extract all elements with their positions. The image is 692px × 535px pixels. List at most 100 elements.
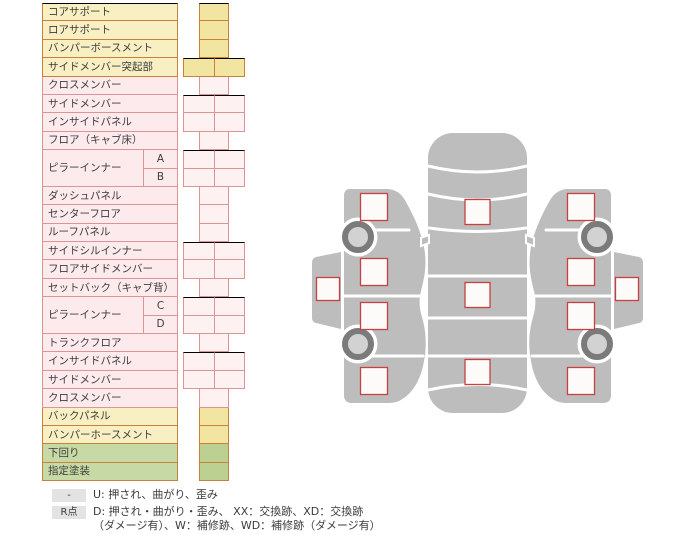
damage-markers: [315, 192, 640, 396]
left-side-view-damage-marker[interactable]: [359, 366, 389, 396]
part-label: ロアサポート: [48, 24, 111, 37]
check-row: [183, 3, 245, 22]
right-side-view-damage-marker[interactable]: [566, 257, 596, 287]
legend-badge-u: -: [52, 489, 86, 502]
check-cell[interactable]: [199, 205, 229, 224]
check-cell[interactable]: [199, 186, 229, 206]
check-row: [183, 94, 245, 114]
part-label: インサイドパネル: [48, 116, 132, 129]
check-cell[interactable]: [199, 389, 229, 408]
check-cell[interactable]: [199, 334, 229, 353]
right-side-view-damage-marker[interactable]: [566, 192, 596, 222]
check-cell[interactable]: [214, 352, 245, 371]
check-cell[interactable]: [199, 278, 229, 298]
check-cell[interactable]: [183, 94, 214, 114]
check-row: [183, 260, 245, 279]
check-grid: [183, 3, 245, 482]
check-cell[interactable]: [183, 113, 214, 132]
pillar-section-label: D: [156, 318, 165, 331]
check-cell[interactable]: [183, 168, 214, 187]
top-view-damage-marker[interactable]: [464, 281, 491, 309]
check-cell[interactable]: [183, 297, 214, 316]
check-cell[interactable]: [214, 94, 245, 114]
check-cell[interactable]: [214, 168, 245, 187]
legend-text-r: D: 押され・曲がり・歪み、 XX：交換跡、XD：交換跡 （ダメージ有）、W：補…: [93, 505, 381, 534]
check-row: [183, 113, 245, 132]
check-cell[interactable]: [214, 370, 245, 390]
check-cell[interactable]: [214, 260, 245, 279]
check-cell[interactable]: [199, 425, 229, 445]
check-cell[interactable]: [214, 113, 245, 132]
check-cell[interactable]: [183, 352, 214, 371]
right-side-view-damage-marker[interactable]: [614, 276, 640, 302]
check-cell[interactable]: [199, 3, 229, 22]
check-cell[interactable]: [214, 297, 245, 316]
part-row: ピラーインナー A B: [42, 150, 178, 187]
part-row: センターフロア: [42, 205, 178, 224]
check-cell[interactable]: [183, 150, 214, 169]
check-cell[interactable]: [214, 315, 245, 335]
check-row: [183, 297, 245, 316]
check-row: [183, 21, 245, 40]
part-row: サイドメンバー突起部: [42, 58, 178, 77]
part-label: ダッシュパネル: [48, 189, 122, 202]
part-row: フロア（キャブ床）: [42, 131, 178, 151]
part-row: 下回り: [42, 444, 178, 463]
parts-table: コアサポート ロアサポート バンパーボースメント サイドメンバー突起部 クロスメンバーサ…: [42, 3, 178, 482]
check-cell[interactable]: [183, 242, 214, 261]
check-row: [183, 150, 245, 169]
check-row: [183, 352, 245, 371]
check-cell[interactable]: [183, 315, 214, 335]
check-row: [183, 58, 245, 77]
check-cell[interactable]: [199, 76, 229, 95]
part-label: サイドシルインナー: [48, 244, 143, 257]
check-cell[interactable]: [214, 242, 245, 261]
top-view-damage-marker[interactable]: [464, 358, 491, 386]
part-label: トランクフロア: [48, 336, 122, 349]
part-label: クロスメンバー: [48, 79, 122, 92]
right-side-view-damage-marker[interactable]: [566, 366, 596, 396]
check-cell[interactable]: [199, 39, 229, 59]
check-row: [183, 444, 245, 463]
part-row: インサイドパネル: [42, 352, 178, 371]
part-label: ピラーインナー: [48, 309, 122, 322]
check-cell[interactable]: [214, 150, 245, 169]
part-label: 下回り: [48, 447, 80, 460]
check-row: [183, 389, 245, 408]
part-row: サイドシルインナー: [42, 242, 178, 261]
legend-row-r: R点 D: 押され・曲がり・歪み、 XX：交換跡、XD：交換跡 （ダメージ有）、…: [52, 505, 381, 534]
part-row: クロスメンバー: [42, 389, 178, 408]
check-row: [183, 334, 245, 353]
check-cell[interactable]: [214, 58, 245, 77]
left-side-view-damage-marker[interactable]: [359, 192, 389, 222]
check-cell[interactable]: [183, 260, 214, 279]
part-row: サイドメンバー: [42, 370, 178, 390]
part-row: セットバック（キャブ背）: [42, 278, 178, 298]
legend-badge-r: R点: [52, 505, 86, 519]
part-row: インサイドパネル: [42, 113, 178, 132]
check-cell[interactable]: [199, 407, 229, 426]
top-view-damage-marker[interactable]: [464, 198, 491, 226]
right-mirror-icon: [525, 233, 535, 248]
legend-text-u: U: 押され、曲がり、歪み: [93, 488, 218, 501]
part-label: セットバック（キャブ背）: [48, 281, 174, 294]
legend-text-r-line1: D: 押され・曲がり・歪み、 XX：交換跡、XD：交換跡: [93, 504, 364, 518]
part-label: バックパネル: [48, 410, 111, 423]
part-row: ルーフパネル: [42, 223, 178, 243]
left-side-view-damage-marker[interactable]: [359, 257, 389, 287]
left-side-view-damage-marker[interactable]: [359, 301, 389, 331]
part-row: 指定塗装: [42, 462, 178, 482]
part-row: サイドメンバー: [42, 94, 178, 114]
check-cell[interactable]: [183, 58, 214, 77]
check-cell[interactable]: [199, 462, 229, 482]
check-cell[interactable]: [199, 223, 229, 243]
check-cell[interactable]: [199, 131, 229, 151]
check-row: [183, 186, 245, 206]
part-row: ダッシュパネル: [42, 186, 178, 206]
right-side-view-damage-marker[interactable]: [566, 301, 596, 331]
check-cell[interactable]: [199, 21, 229, 40]
check-cell[interactable]: [183, 370, 214, 390]
left-side-view-damage-marker[interactable]: [315, 276, 341, 302]
check-cell[interactable]: [199, 444, 229, 463]
